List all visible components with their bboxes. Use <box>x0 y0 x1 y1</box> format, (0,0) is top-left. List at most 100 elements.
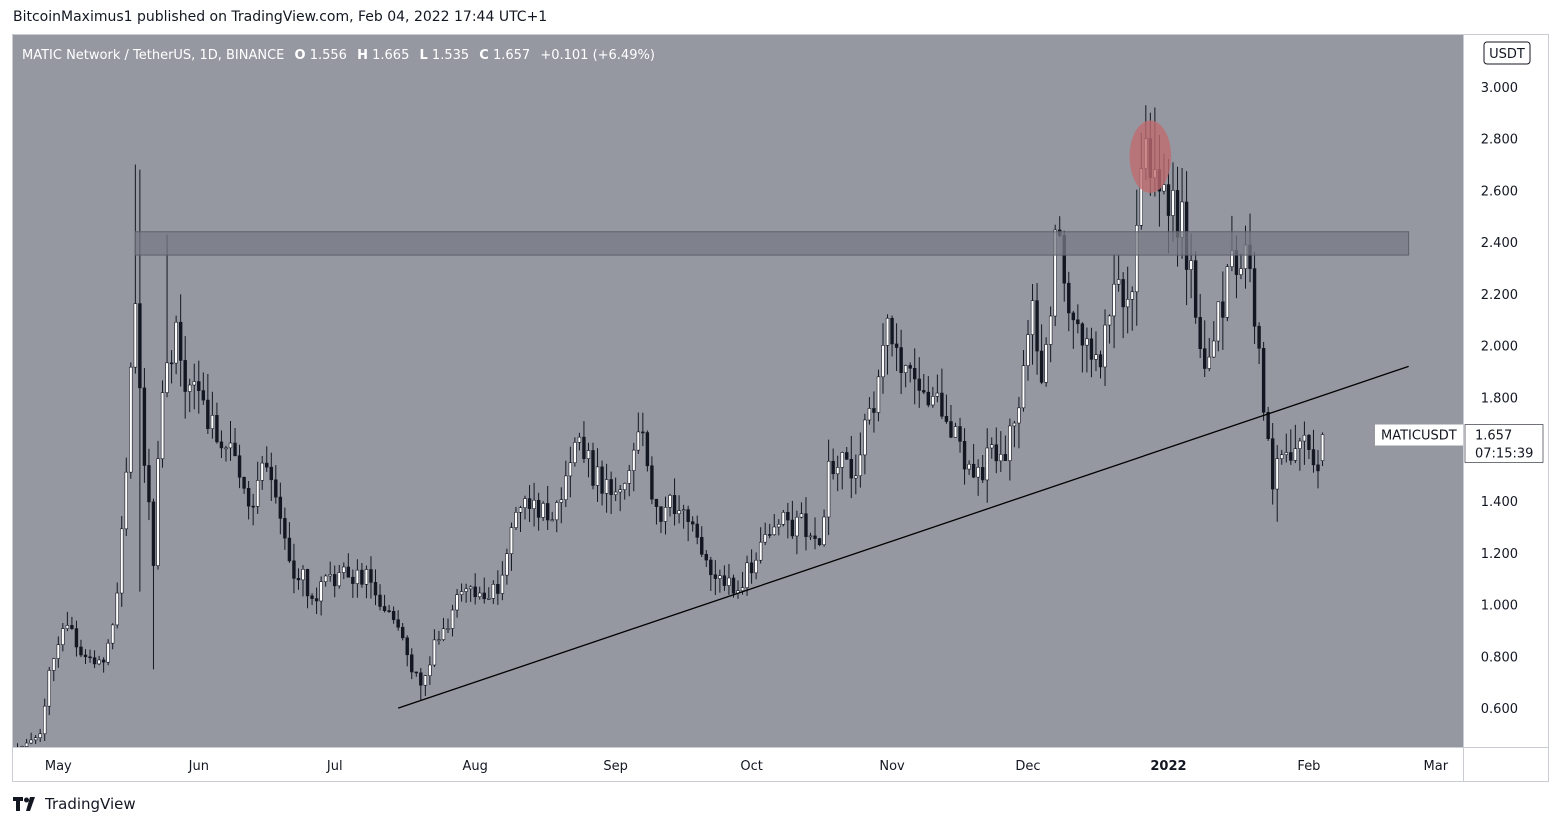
candle-up <box>564 475 568 501</box>
ticker-tag <box>1375 424 1463 446</box>
candle-up <box>1017 407 1021 424</box>
candle-up <box>826 460 831 518</box>
candle-up <box>867 408 872 421</box>
candle-up <box>491 584 496 599</box>
candle-down <box>913 367 917 380</box>
candle-up <box>618 489 622 493</box>
candle-down <box>650 465 654 500</box>
candle-up <box>681 509 686 512</box>
candle-up <box>337 572 341 587</box>
candle-down <box>1035 300 1039 352</box>
candle-up <box>342 566 346 573</box>
plot-area[interactable] <box>13 35 1463 747</box>
candle-up <box>840 452 844 468</box>
candle-down <box>83 654 88 658</box>
candle-up <box>255 480 260 507</box>
candle-down <box>994 444 998 462</box>
candle-down <box>1076 319 1080 325</box>
candle-down <box>378 594 382 607</box>
candle-up <box>1130 291 1134 300</box>
y-tick-label: 2.200 <box>1481 288 1518 303</box>
candle-down <box>1221 301 1225 318</box>
candle-up <box>627 470 631 484</box>
candle-up <box>129 366 133 473</box>
candle-down <box>958 426 962 442</box>
candle-up <box>61 628 65 645</box>
currency-badge[interactable]: USDT <box>1483 41 1531 65</box>
candle-down <box>296 578 301 581</box>
candle-down <box>908 365 912 369</box>
candle-up <box>1116 279 1121 285</box>
candle-down <box>831 460 835 475</box>
candle-up <box>301 569 305 581</box>
candle-up <box>43 705 47 735</box>
candle-up <box>677 510 681 514</box>
candle-up <box>1293 448 1298 461</box>
rejection-highlight-circle[interactable] <box>1129 120 1172 193</box>
candle-down <box>1121 279 1125 308</box>
resistance-zone[interactable] <box>134 231 1410 256</box>
candle-down <box>396 619 400 628</box>
ascending-support-trendline[interactable] <box>397 365 1409 709</box>
candle-down <box>237 455 242 478</box>
candle-down <box>1252 268 1257 327</box>
candle-up <box>559 499 563 503</box>
candle-up <box>468 586 473 590</box>
candle-up <box>903 365 908 373</box>
candle-up <box>555 502 559 521</box>
candle-down <box>74 628 79 648</box>
candle-down <box>305 569 310 597</box>
candle-down <box>314 598 319 602</box>
candle-down <box>101 659 106 663</box>
bar-countdown: 07:15:39 <box>1475 446 1533 461</box>
candle-up <box>323 575 328 583</box>
candle-up <box>663 507 668 522</box>
candles-group <box>12 105 1325 755</box>
candle-up <box>188 384 192 392</box>
x-tick-label: 2022 <box>1150 759 1186 774</box>
candle-down <box>1193 260 1198 318</box>
candle-down <box>654 498 659 507</box>
candle-down <box>609 479 613 495</box>
candle-up <box>1026 334 1030 366</box>
candle-down <box>645 432 650 467</box>
price-axis[interactable]: 0.6000.8001.0001.2001.4001.6001.8002.000… <box>1481 81 1518 717</box>
candle-down <box>1089 338 1094 360</box>
candle-down <box>1311 449 1316 466</box>
candle-down <box>169 362 174 365</box>
candle-up <box>1298 440 1302 449</box>
candle-down <box>1307 434 1311 450</box>
candle-up <box>718 575 722 579</box>
candle-down <box>269 466 273 481</box>
candle-down <box>813 535 817 539</box>
y-tick-label: 0.600 <box>1481 702 1518 717</box>
legend-low-value: 1.535 <box>432 48 469 63</box>
candle-up <box>1212 340 1216 358</box>
candle-up <box>740 587 745 592</box>
candle-down <box>400 626 405 639</box>
candle-down <box>206 399 210 429</box>
candle-up <box>224 447 228 450</box>
tradingview-footer[interactable]: TradingView <box>13 795 136 813</box>
candle-down <box>944 415 949 422</box>
candle-up <box>754 559 758 574</box>
candle-down <box>369 569 373 583</box>
x-tick-label: Jun <box>188 759 209 774</box>
candle-down <box>1266 411 1270 439</box>
candle-up <box>133 303 138 368</box>
candle-up <box>12 754 15 755</box>
y-tick-label: 0.800 <box>1481 650 1518 665</box>
candle-down <box>949 421 953 438</box>
candle-down <box>971 463 976 478</box>
candle-up <box>52 658 56 671</box>
candle-up <box>15 746 20 747</box>
candle-down <box>391 611 396 621</box>
candle-up <box>97 659 101 665</box>
candle-up <box>935 392 940 397</box>
candle-up <box>976 467 980 478</box>
candle-up <box>106 642 110 663</box>
time-axis[interactable]: May Jun Jul Aug Sep Oct Nov Dec 2022 Feb Mar <box>45 759 1449 774</box>
candle-up <box>523 498 527 508</box>
candle-down <box>197 381 201 391</box>
